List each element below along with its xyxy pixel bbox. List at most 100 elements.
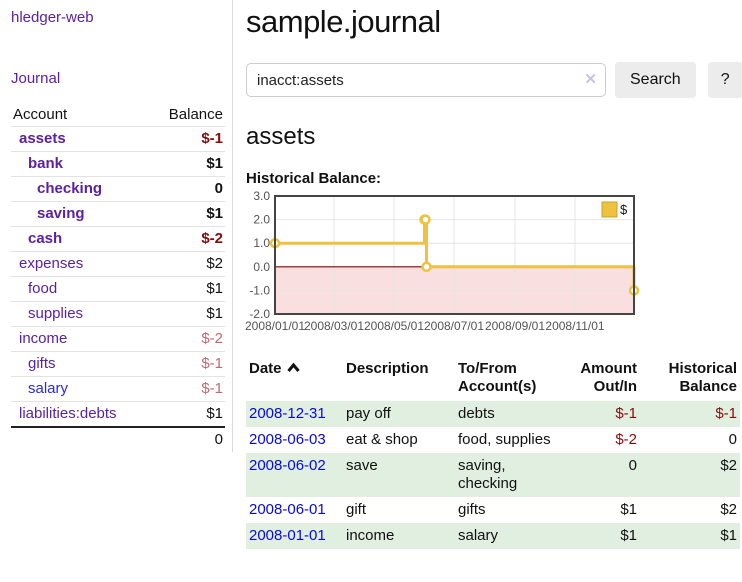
accounts-header-row: Account Balance [11, 103, 225, 127]
svg-text:2.0: 2.0 [253, 213, 270, 227]
account-link-bank[interactable]: bank [28, 155, 64, 172]
account-link-liabilities-debts[interactable]: liabilities:debts [19, 405, 117, 422]
account-row: food $1 [11, 276, 225, 302]
register-header-label: Date [249, 360, 282, 377]
account-link-checking[interactable]: checking [37, 180, 103, 197]
transaction-date-link[interactable]: 2008-06-02 [249, 457, 326, 474]
account-row: expenses $2 [11, 251, 225, 277]
app-window: hledger-web Journal Account Balance asse… [11, 0, 742, 549]
register-header-label: Description [346, 360, 429, 377]
svg-text:-2.0: -2.0 [249, 307, 270, 321]
register-header-amount-out-in: Amount Out/In [555, 357, 640, 401]
register-amount-cell: 0 [628, 457, 637, 474]
register-description-cell: pay off [346, 405, 391, 422]
svg-text:1.0: 1.0 [253, 236, 270, 250]
main-content: sample.journal ✕ Search ? assets Histori… [233, 0, 742, 549]
register-balance-cell: $2 [720, 457, 737, 474]
app-brand-link[interactable]: hledger-web [11, 9, 94, 26]
account-link-saving[interactable]: saving [37, 205, 85, 222]
svg-text:2008/03/01: 2008/03/01 [304, 319, 364, 333]
help-button[interactable]: ? [707, 62, 742, 98]
register-description-cell: income [346, 527, 395, 544]
svg-text:2008/11/01: 2008/11/01 [545, 319, 604, 333]
account-balance: $2 [149, 251, 225, 277]
account-name-cell: gifts [11, 351, 150, 377]
account-heading: assets [246, 123, 316, 150]
account-link-expenses[interactable]: expenses [19, 255, 84, 272]
register-date-cell: 2008-12-31 [246, 401, 343, 427]
register-header-date[interactable]: Date [246, 357, 343, 401]
account-link-assets[interactable]: assets [19, 130, 66, 147]
sidebar-item-journal[interactable]: Journal [11, 70, 61, 87]
register-row: 2008-12-31 pay off debts $-1 $-1 [246, 401, 740, 427]
svg-text:3.0: 3.0 [253, 189, 270, 203]
account-row: liabilities:debts $1 [11, 401, 225, 427]
account-row: bank $1 [11, 151, 225, 177]
register-description-cell: eat & shop [346, 431, 418, 448]
register-description-cell: gift [346, 501, 367, 518]
register-date-cell: 2008-01-01 [246, 523, 343, 549]
transaction-date-link[interactable]: 2008-12-31 [249, 405, 326, 422]
register-row: 2008-01-01 income salary $1 $1 [246, 523, 740, 549]
account-balance: $-1 [149, 351, 225, 377]
account-balance: $-1 [149, 126, 225, 152]
register-balance-cell: $2 [720, 501, 737, 518]
account-balance: $1 [149, 401, 225, 427]
account-link-supplies[interactable]: supplies [28, 305, 84, 322]
search-input[interactable] [246, 63, 606, 97]
account-balance: $-1 [149, 376, 225, 402]
register-accounts-cell: gifts [458, 501, 486, 518]
register-row: 2008-06-03 eat & shop food, supplies $-2 0 [246, 427, 740, 453]
account-link-food[interactable]: food [28, 280, 58, 297]
svg-text:-1.0: -1.0 [249, 283, 270, 297]
svg-text:2008/09/01: 2008/09/01 [485, 319, 545, 333]
account-name-cell: food [11, 276, 150, 302]
account-row: saving $1 [11, 201, 225, 227]
register-header-row: Date Description To/From Account(s) Amount … [246, 357, 740, 401]
register-row: 2008-06-02 save saving, checking 0 $2 [246, 453, 740, 497]
account-name-cell: saving [11, 201, 150, 227]
register-accounts-cell: debts [458, 405, 495, 422]
register-header-historical-balance: Historical Balance [640, 357, 740, 401]
transaction-date-link[interactable]: 2008-06-03 [249, 431, 326, 448]
account-name-cell: cash [11, 226, 150, 252]
account-link-salary[interactable]: salary [28, 380, 69, 397]
transaction-date-link[interactable]: 2008-01-01 [249, 527, 326, 544]
account-name-cell: expenses [11, 251, 150, 277]
svg-text:0.0: 0.0 [253, 260, 270, 274]
register-table: Date Description To/From Account(s) Amount … [246, 357, 740, 549]
account-name-cell: bank [11, 151, 150, 177]
search-bar: ✕ Search ? [246, 62, 742, 98]
account-link-cash[interactable]: cash [28, 230, 63, 247]
svg-text:2008/05/01: 2008/05/01 [364, 319, 424, 333]
account-name-cell: assets [11, 126, 150, 152]
register-balance-cell: $-1 [715, 405, 737, 422]
account-link-income[interactable]: income [19, 330, 68, 347]
register-header-label: To/From Account(s) [458, 360, 537, 395]
accounts-total-value: 0 [149, 426, 225, 452]
register-description-cell: save [346, 457, 378, 474]
page-title: sample.journal [246, 4, 441, 39]
account-name-cell: checking [11, 176, 150, 202]
register-row: 2008-06-01 gift gifts $1 $2 [246, 497, 740, 523]
account-balance: $1 [149, 151, 225, 177]
transaction-date-link[interactable]: 2008-06-01 [249, 501, 326, 518]
account-name-cell: supplies [11, 301, 150, 327]
register-header-label: Amount Out/In [580, 360, 637, 395]
register-amount-cell: $-1 [615, 405, 637, 422]
svg-text:2008/07/01: 2008/07/01 [424, 319, 484, 333]
account-balance: $-2 [149, 226, 225, 252]
search-button[interactable]: Search [615, 62, 696, 98]
historical-balance-chart: 3.0 2.0 1.0 0.0 -1.0 -2.02008/01/012008/03/01… [245, 189, 640, 333]
register-accounts-cell: salary [458, 527, 499, 544]
account-balance: 0 [149, 176, 225, 202]
account-row: income $-2 [11, 326, 225, 352]
svg-text:$: $ [620, 202, 628, 217]
account-row: gifts $-1 [11, 351, 225, 377]
account-balance: $1 [149, 201, 225, 227]
accounts-header-balance: Balance [168, 106, 223, 123]
accounts-table: Account Balance assets $-1 bank $1 checking 0… [11, 103, 225, 452]
register-amount-cell: $-2 [615, 431, 637, 448]
account-link-gifts[interactable]: gifts [28, 355, 56, 372]
clear-search-icon[interactable]: ✕ [584, 71, 597, 88]
